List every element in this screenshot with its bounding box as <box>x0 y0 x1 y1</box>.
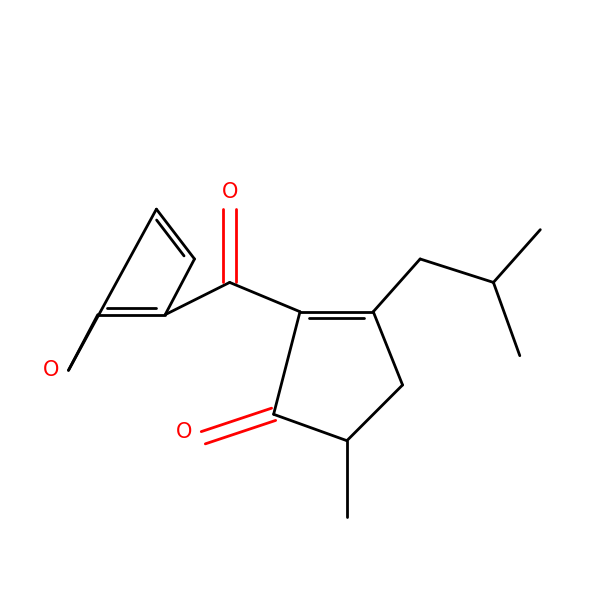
Text: O: O <box>221 182 238 202</box>
Text: O: O <box>43 361 59 380</box>
Text: O: O <box>176 422 193 442</box>
